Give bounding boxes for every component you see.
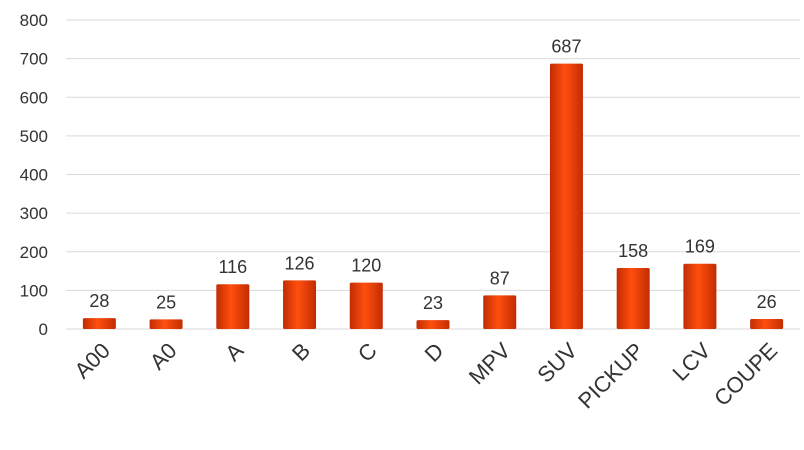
x-tick-label: PICKUP (573, 338, 649, 414)
y-tick-label: 100 (20, 281, 48, 300)
bar-a0 (149, 319, 183, 329)
y-axis-ticks: 0 100 200 300 400 500 600 700 800 (20, 11, 48, 339)
data-label: 169 (685, 237, 715, 257)
x-tick-label: D (420, 338, 449, 367)
x-tick-label: COUPE (709, 338, 782, 411)
y-tick-label: 600 (20, 88, 48, 107)
y-tick-label: 400 (20, 166, 48, 185)
x-tick-label: A0 (145, 338, 182, 375)
x-tick-label: A00 (70, 338, 115, 383)
data-label: 28 (89, 291, 109, 311)
bar-a00 (82, 318, 116, 329)
y-tick-label: 500 (20, 127, 48, 146)
bar-pickup (616, 267, 650, 329)
y-tick-label: 200 (20, 243, 48, 262)
data-label: 116 (218, 257, 247, 277)
bar-d (416, 320, 450, 329)
bar-suv (549, 63, 583, 330)
y-tick-label: 800 (20, 11, 48, 30)
gridlines (66, 19, 800, 330)
data-label: 26 (757, 292, 777, 312)
data-label: 120 (351, 256, 381, 276)
bars (82, 63, 784, 330)
y-tick-label: 700 (20, 50, 48, 69)
bar-a (216, 284, 250, 329)
bar-c (349, 282, 383, 329)
x-tick-label: A (220, 338, 248, 366)
data-label: 126 (285, 253, 315, 273)
bar-lcv (683, 263, 717, 329)
x-tick-label: B (287, 338, 315, 366)
bar-coupe (750, 318, 784, 329)
x-tick-label: SUV (532, 338, 582, 388)
x-tick-label: C (353, 338, 382, 367)
data-label: 687 (551, 37, 581, 57)
data-label: 23 (423, 293, 443, 313)
y-tick-label: 300 (20, 204, 48, 223)
data-label: 25 (156, 292, 176, 312)
data-labels: 28 25 116 126 120 23 87 687 158 169 26 (89, 37, 776, 313)
y-tick-label: 0 (39, 320, 48, 339)
x-tick-label: MPV (464, 338, 516, 390)
data-label: 87 (490, 268, 510, 288)
bar-mpv (483, 295, 517, 329)
data-label: 158 (618, 241, 648, 261)
x-tick-label: LCV (668, 338, 716, 386)
bar-b (283, 280, 317, 329)
